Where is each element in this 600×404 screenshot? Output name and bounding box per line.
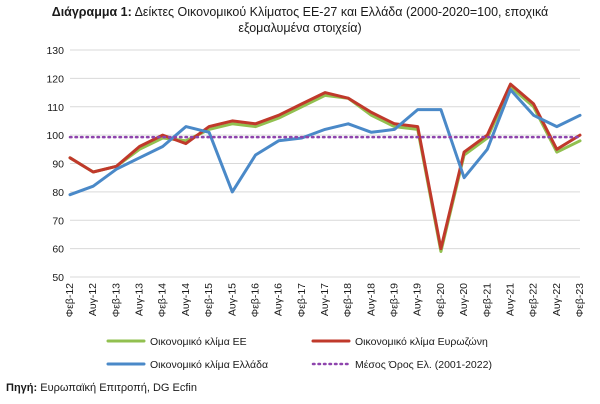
x-tick-label: Φεβ-16: [249, 283, 261, 317]
x-tick-label: Αυγ-22: [551, 283, 563, 316]
x-tick-label: Αυγ-17: [319, 283, 331, 316]
x-tick-label: Αυγ-13: [134, 283, 146, 316]
legend-label-1: Οικονομικό κλίμα Ευρωζώνη: [355, 336, 488, 348]
chart-title: Διάγραμμα 1: Δείκτες Οικονομικού Κλίματο…: [0, 4, 600, 36]
chart-title-line1: Δείκτες Οικονομικού Κλίματος ΕΕ-27 και Ε…: [134, 5, 549, 19]
legend-label-0: Οικονομικό κλίμα ΕΕ: [150, 336, 247, 348]
x-tick-label: Αυγ-21: [504, 283, 516, 316]
x-axis-ticks: Φεβ-12 Αυγ-12 Φεβ-13 Αυγ-13 Φεβ-14 Αυγ-14 Φεβ-…: [64, 283, 586, 317]
series-lines: [68, 82, 582, 253]
series-line-2: [68, 88, 582, 197]
x-tick-label: Αυγ-14: [180, 283, 192, 316]
y-tick-label: 80: [52, 187, 64, 199]
chart-title-line2: εξομαλυμένα στοιχεία): [238, 21, 362, 35]
x-tick-label: Αυγ-19: [412, 283, 424, 316]
series-line-1: [68, 82, 582, 251]
x-tick-label: Φεβ-13: [110, 283, 122, 317]
source-note: Πηγή: Ευρωπαϊκή Επιτροπή, DG Ecfin: [6, 382, 197, 394]
legend: Οικονομικό κλίμα ΕΕ Οικονομικό κλίμα Ευρω…: [106, 336, 492, 371]
y-tick-label: 110: [47, 102, 64, 114]
y-tick-label: 130: [46, 45, 64, 57]
x-tick-label: Φεβ-12: [64, 283, 76, 317]
x-tick-label: Φεβ-19: [389, 283, 401, 317]
y-tick-label: 50: [52, 272, 64, 284]
x-tick-label: Φεβ-22: [528, 283, 540, 317]
y-tick-label: 120: [46, 73, 64, 85]
x-tick-label: Φεβ-14: [157, 283, 169, 317]
y-tick-label: 90: [52, 159, 64, 171]
x-tick-label: Φεβ-20: [435, 283, 447, 317]
x-tick-label: Αυγ-15: [226, 283, 238, 316]
chart-title-prefix: Διάγραμμα 1:: [51, 5, 132, 19]
x-tick-label: Φεβ-18: [342, 283, 354, 317]
legend-label-2: Οικονομικό κλίμα Ελλάδα: [150, 359, 268, 371]
y-axis-ticks: 50 60 70 80 90 100 110 120 130: [46, 45, 64, 284]
x-tick-label: Φεβ-17: [296, 283, 308, 317]
x-tick-label: Αυγ-16: [273, 283, 285, 316]
x-tick-label: Αυγ-12: [87, 283, 99, 316]
x-tick-label: Αυγ-18: [365, 283, 377, 316]
grid-lines: [70, 49, 580, 278]
x-tick-label: Φεβ-15: [203, 283, 215, 317]
x-tick-label: Φεβ-23: [574, 283, 586, 317]
y-tick-label: 100: [46, 130, 64, 142]
y-tick-label: 70: [52, 215, 64, 227]
x-tick-label: Φεβ-21: [481, 283, 493, 317]
source-text: Ευρωπαϊκή Επιτροπή, DG Ecfin: [40, 382, 197, 394]
legend-label-3: Μέσος Όρος Ελ. (2001-2022): [355, 359, 492, 371]
x-tick-label: Αυγ-20: [458, 283, 470, 316]
y-tick-label: 60: [52, 244, 64, 256]
source-prefix: Πηγή:: [6, 382, 38, 394]
